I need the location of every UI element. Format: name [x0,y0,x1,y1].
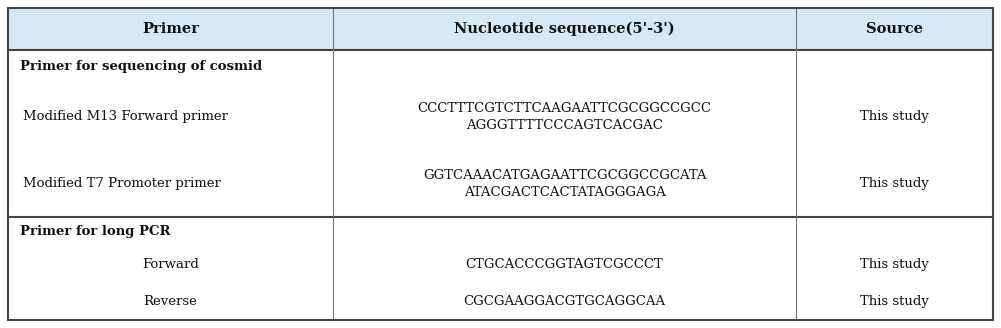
Text: Modified T7 Promoter primer: Modified T7 Promoter primer [23,177,221,190]
Text: This study: This study [860,111,929,123]
Text: CTGCACCCGGTAGTCGCCCT: CTGCACCCGGTAGTCGCCCT [465,258,664,271]
Text: CGCGAAGGACGTGCAGGCAA: CGCGAAGGACGTGCAGGCAA [463,295,666,308]
Bar [8,8,993,50]
Text: This study: This study [860,177,929,190]
Text: GGTCAAACATGAGAATTCGCGGCCGCATA
ATACGACTCACTATAGGGAGA: GGTCAAACATGAGAATTCGCGGCCGCATA ATACGACTCA… [422,169,707,199]
Text: This study: This study [860,295,929,308]
Text: Primer: Primer [142,22,199,36]
Text: Nucleotide sequence(5'-3'): Nucleotide sequence(5'-3') [454,22,675,36]
Text: CCCTTTCGTCTTCAAGAATTCGCGGCCGCC
AGGGTTTTCCCAGTCACGAC: CCCTTTCGTCTTCAAGAATTCGCGGCCGCC AGGGTTTTC… [417,102,712,132]
Text: Modified M13 Forward primer: Modified M13 Forward primer [23,111,228,123]
Text: This study: This study [860,258,929,271]
Text: Forward: Forward [142,258,199,271]
Text: Primer for sequencing of cosmid: Primer for sequencing of cosmid [20,60,262,73]
Text: Primer for long PCR: Primer for long PCR [20,225,170,238]
Text: Reverse: Reverse [143,295,197,308]
Text: Source: Source [866,22,923,36]
